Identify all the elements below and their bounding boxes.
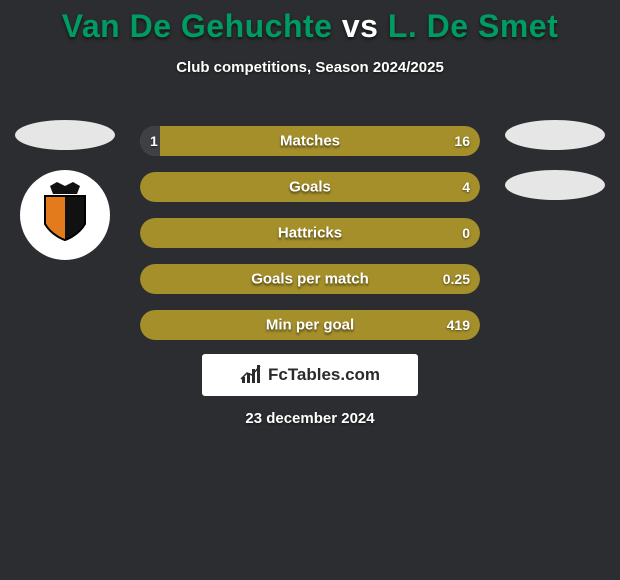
stat-bar-row: Matches 1 16: [140, 126, 480, 156]
left-player-club-badge-icon: [20, 170, 110, 260]
title-vs: vs: [342, 8, 379, 44]
stat-bar-right-value: 419: [447, 317, 470, 333]
stat-bar-row: Hattricks 0: [140, 218, 480, 248]
left-player-name-placeholder: [15, 120, 115, 150]
right-player-column: [500, 120, 610, 220]
stat-bar-row: Min per goal 419: [140, 310, 480, 340]
club-shield-icon: [30, 180, 100, 250]
stat-bar-row: Goals per match 0.25: [140, 264, 480, 294]
stat-bar-row: Goals 4: [140, 172, 480, 202]
brand-chart-icon: [240, 364, 262, 386]
page-title: Van De Gehuchte vs L. De Smet: [0, 8, 620, 45]
stat-bar-label: Matches: [280, 133, 340, 150]
stat-bars: Matches 1 16 Goals 4 Hattricks 0 Goals per matc…: [140, 126, 480, 356]
stat-bar-left-value: 1: [150, 133, 158, 149]
comparison-infographic: Van De Gehuchte vs L. De Smet Club compe…: [0, 0, 620, 580]
title-player-right: L. De Smet: [388, 8, 558, 44]
brand-badge: FcTables.com: [202, 354, 418, 396]
title-player-left: Van De Gehuchte: [62, 8, 333, 44]
left-player-column: [10, 120, 120, 260]
stat-bar-label: Goals per match: [251, 271, 369, 288]
stat-bar-label: Min per goal: [266, 317, 354, 334]
generation-date: 23 december 2024: [0, 410, 620, 427]
stat-bar-right-value: 0.25: [443, 271, 470, 287]
brand-text: FcTables.com: [268, 365, 380, 385]
right-player-club-placeholder: [505, 170, 605, 200]
subtitle: Club competitions, Season 2024/2025: [0, 59, 620, 76]
stat-bar-label: Goals: [289, 179, 331, 196]
stat-bar-right-value: 16: [454, 133, 470, 149]
stat-bar-label: Hattricks: [278, 225, 342, 242]
right-player-name-placeholder: [505, 120, 605, 150]
stat-bar-right-value: 4: [462, 179, 470, 195]
stat-bar-right-value: 0: [462, 225, 470, 241]
